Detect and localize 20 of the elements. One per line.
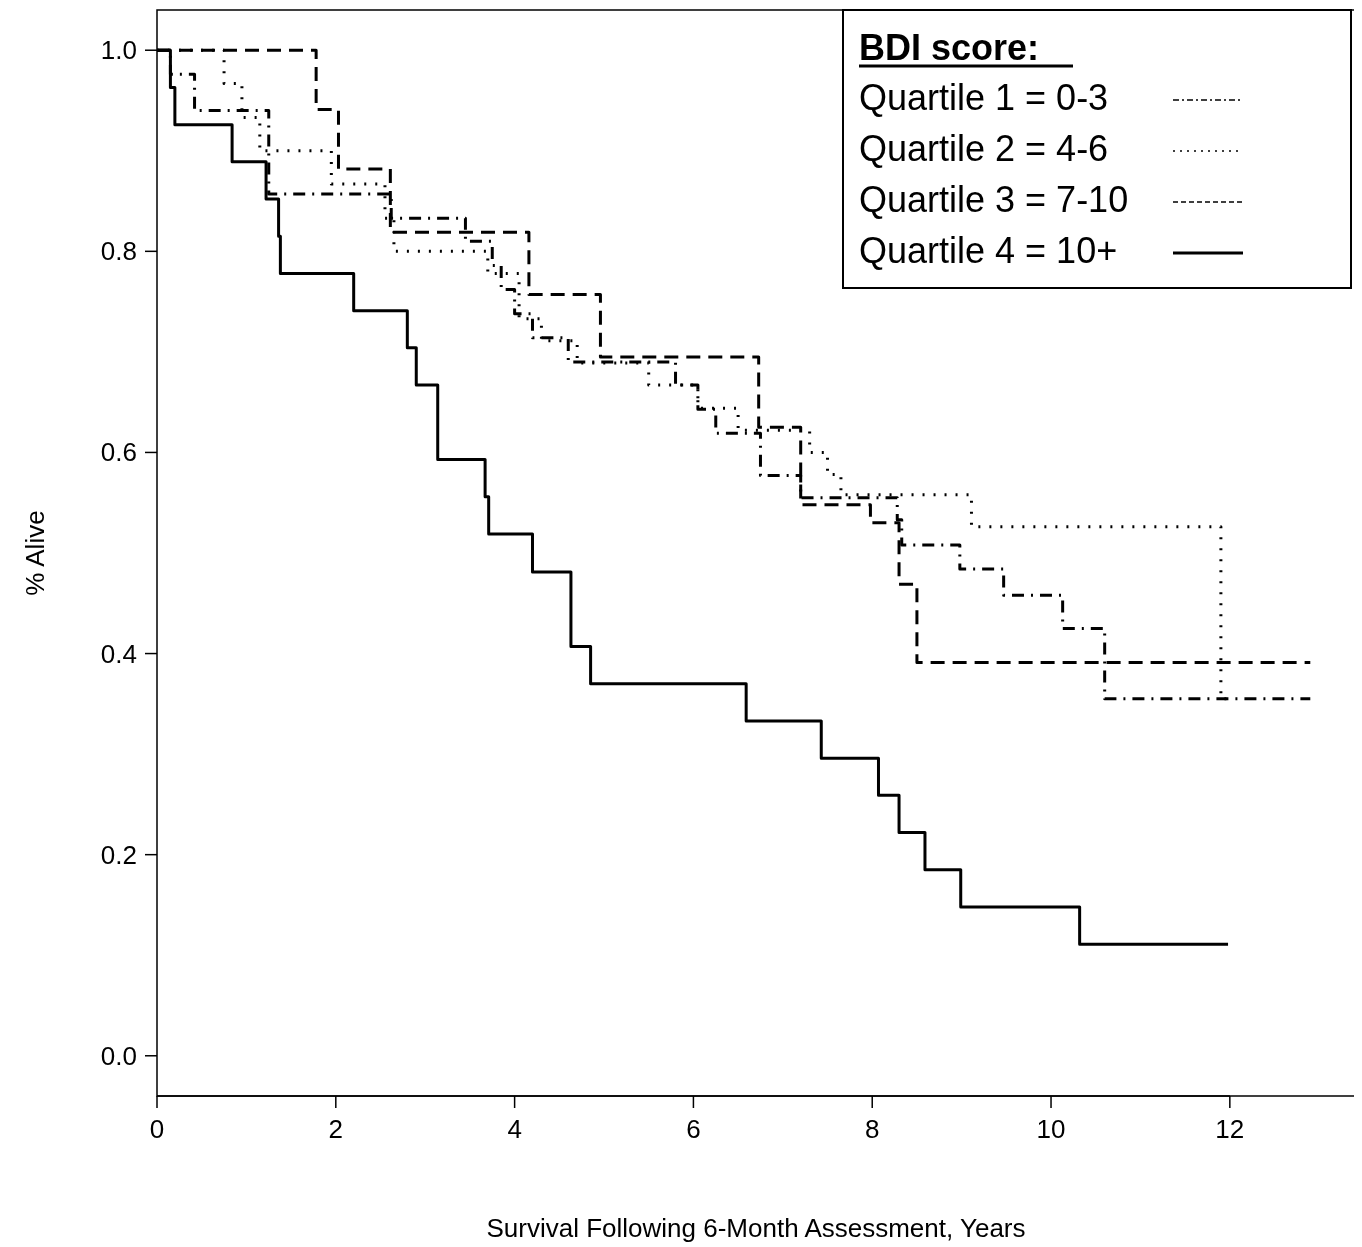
x-tick-label: 10: [1036, 1114, 1066, 1144]
y-tick-label: 0.2: [100, 839, 137, 870]
legend-label: Quartile 4 = 10+: [859, 230, 1118, 271]
legend-title: BDI score:: [859, 27, 1040, 68]
x-tick-label: 6: [686, 1114, 701, 1144]
legend-label: Quartile 2 = 4-6: [859, 128, 1109, 169]
x-tick-label: 4: [507, 1114, 522, 1144]
legend-label: Quartile 3 = 7-10: [859, 179, 1129, 220]
y-tick-label: 0.8: [100, 236, 137, 267]
x-axis-title: Survival Following 6-Month Assessment, Years: [486, 1213, 1026, 1243]
y-tick-label: 0.6: [100, 437, 137, 468]
x-tick-label: 2: [328, 1114, 344, 1144]
x-tick-label: 0: [149, 1114, 165, 1144]
y-axis-title: % Alive: [20, 510, 50, 596]
y-tick-label: 0.0: [100, 1040, 137, 1071]
x-tick-label: 12: [1215, 1114, 1245, 1144]
y-tick-label: 0.4: [100, 638, 137, 669]
x-tick-label: 8: [864, 1114, 880, 1144]
y-tick-label: 1.0: [100, 35, 137, 66]
legend-label: Quartile 1 = 0-3: [859, 77, 1109, 118]
